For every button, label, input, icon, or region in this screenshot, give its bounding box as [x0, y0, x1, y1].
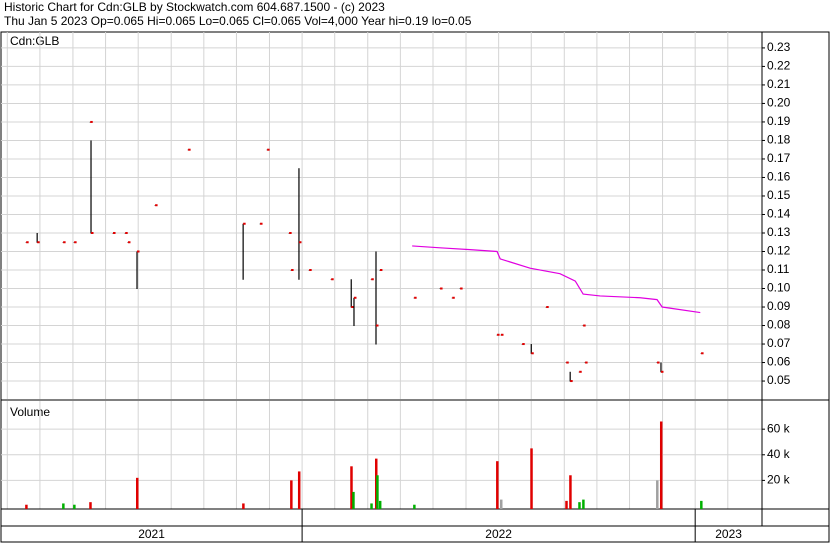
- y-tick-label: 0.19: [767, 114, 791, 128]
- volume-bar: [530, 448, 533, 509]
- close-mark: [583, 324, 586, 327]
- volume-bar: [378, 500, 382, 509]
- volume-bar: [565, 500, 568, 509]
- y-tick-label: 40 k: [767, 447, 791, 461]
- chart-subtitle: Thu Jan 5 2023 Op=0.065 Hi=0.065 Lo=0.06…: [4, 14, 472, 28]
- y-tick-label: 0.22: [767, 59, 791, 73]
- close-mark: [90, 120, 93, 123]
- close-mark: [125, 231, 128, 234]
- close-mark: [260, 222, 263, 225]
- y-tick-label: 0.15: [767, 188, 791, 202]
- y-tick-label: 60 k: [767, 421, 791, 435]
- y-tick-label: 0.16: [767, 170, 791, 184]
- close-mark: [291, 269, 294, 272]
- volume-bar: [499, 499, 503, 509]
- close-mark: [531, 352, 534, 355]
- close-mark: [267, 148, 270, 151]
- y-tick-label: 0.05: [767, 373, 791, 387]
- y-tick-label: 0.21: [767, 77, 791, 91]
- close-mark: [657, 361, 660, 364]
- close-mark: [371, 278, 374, 281]
- close-mark: [63, 241, 66, 244]
- y-tick-label: 20 k: [767, 473, 791, 487]
- y-tick-label: 0.14: [767, 207, 791, 221]
- close-mark: [497, 333, 500, 336]
- grid-group: [1, 32, 762, 509]
- volume-label: Volume: [10, 405, 50, 419]
- volume-bar: [62, 503, 65, 509]
- close-mark: [579, 370, 582, 373]
- y-tick-label: 0.07: [767, 336, 791, 350]
- volume-bar: [569, 475, 572, 509]
- close-mark: [289, 231, 292, 234]
- volume-bar: [73, 504, 76, 509]
- volume-bar: [659, 421, 663, 509]
- close-mark: [243, 222, 246, 225]
- close-mark: [566, 361, 569, 364]
- volume-bar: [700, 500, 703, 509]
- volume-bar: [370, 503, 373, 509]
- close-mark: [440, 287, 443, 290]
- volume-bar: [290, 480, 293, 509]
- close-mark: [414, 296, 417, 299]
- y-tick-label: 0.09: [767, 299, 791, 313]
- close-mark: [660, 370, 664, 373]
- volume-bar: [297, 471, 301, 509]
- volume-bar: [582, 499, 585, 509]
- volume-bar: [136, 477, 139, 509]
- volume-bar: [578, 502, 581, 509]
- close-mark: [137, 250, 140, 253]
- panel-label: Cdn:GLB: [10, 34, 59, 48]
- close-mark: [155, 204, 158, 207]
- close-mark: [375, 324, 379, 327]
- chart-title: Historic Chart for Cdn:GLB by Stockwatch…: [4, 0, 385, 14]
- close-mark: [701, 352, 704, 355]
- y-tick-label: 0.18: [767, 133, 791, 147]
- volume-bar: [25, 504, 28, 509]
- close-mark: [331, 278, 334, 281]
- y-tick-label: 0.11: [767, 262, 790, 276]
- y-tick-label: 0.23: [767, 40, 791, 54]
- volume-bar: [242, 503, 245, 509]
- close-mark: [546, 306, 549, 309]
- close-mark: [26, 241, 29, 244]
- close-mark: [127, 241, 131, 244]
- y-tick-label: 0.17: [767, 151, 791, 165]
- close-mark: [353, 296, 357, 299]
- close-mark: [37, 241, 40, 244]
- close-mark: [188, 148, 191, 151]
- close-mark: [460, 287, 463, 290]
- close-mark: [585, 361, 588, 364]
- y-tick-label: 0.13: [767, 225, 791, 239]
- volume-bar: [352, 491, 355, 509]
- close-mark: [113, 231, 116, 234]
- close-mark: [522, 343, 525, 346]
- x-tick-label: 2022: [485, 527, 512, 541]
- y-tick-label: 0.06: [767, 355, 791, 369]
- close-mark: [570, 380, 573, 383]
- close-mark: [91, 231, 94, 234]
- volume-bar: [376, 475, 379, 509]
- close-mark: [379, 269, 383, 272]
- close-mark: [298, 241, 302, 244]
- close-mark: [74, 241, 77, 244]
- volume-bar: [350, 466, 353, 509]
- close-mark: [452, 296, 455, 299]
- moving-average: [412, 245, 701, 314]
- outer-frame: [0, 31, 830, 543]
- y-tick-label: 0.20: [767, 96, 791, 110]
- y-tick-label: 0.08: [767, 318, 791, 332]
- y-tick-label: 0.12: [767, 244, 791, 258]
- volume-bar: [89, 502, 92, 509]
- close-mark: [351, 306, 354, 309]
- volume-bar: [656, 480, 659, 509]
- volume-bar: [496, 461, 499, 509]
- x-tick-label: 2023: [715, 527, 742, 541]
- y-tick-label: 0.10: [767, 281, 791, 295]
- volume-bar: [413, 504, 416, 509]
- close-mark: [309, 269, 312, 272]
- close-mark: [500, 333, 504, 336]
- x-tick-label: 2021: [138, 527, 165, 541]
